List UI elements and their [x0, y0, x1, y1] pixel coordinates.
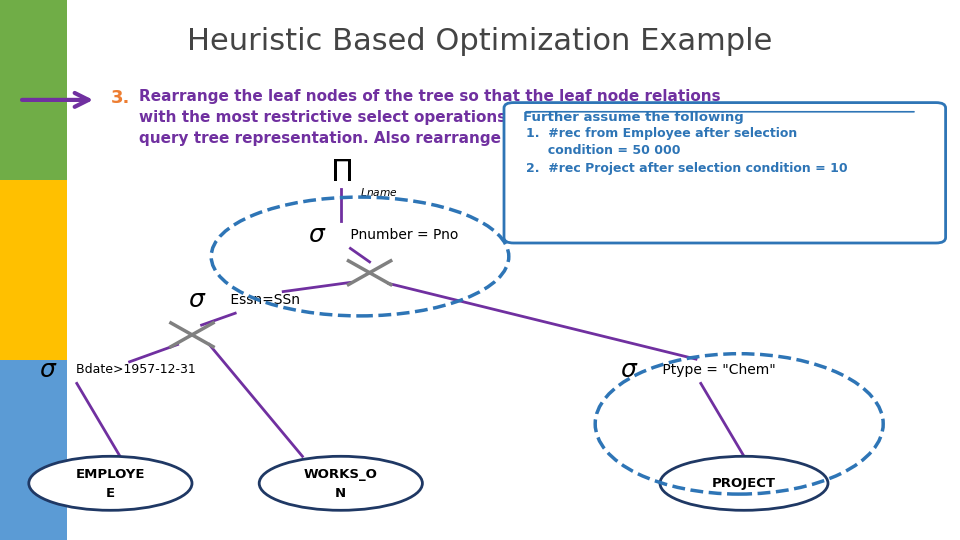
Text: 2.  #rec Project after selection condition = 10: 2. #rec Project after selection conditio…: [526, 162, 848, 175]
Text: PROJECT: PROJECT: [712, 477, 776, 490]
FancyBboxPatch shape: [0, 0, 67, 180]
Text: Ptype = "Chem": Ptype = "Chem": [658, 363, 776, 377]
FancyBboxPatch shape: [0, 360, 67, 540]
Text: Bdate>1957-12-31: Bdate>1957-12-31: [72, 363, 196, 376]
Text: E: E: [106, 487, 115, 500]
Text: $\sigma$: $\sigma$: [188, 288, 206, 312]
Text: EMPLOYE: EMPLOYE: [76, 468, 145, 481]
Text: $\sigma$: $\sigma$: [308, 223, 326, 247]
Ellipse shape: [29, 456, 192, 510]
Text: Essn=SSn: Essn=SSn: [226, 293, 300, 307]
Text: 3.: 3.: [110, 89, 130, 107]
Text: Heuristic Based Optimization Example: Heuristic Based Optimization Example: [187, 27, 773, 56]
Text: 1.  #rec from Employee after selection
     condition = 50 000: 1. #rec from Employee after selection co…: [526, 127, 798, 157]
Text: WORKS_O: WORKS_O: [304, 468, 377, 481]
Text: $\sigma$: $\sigma$: [620, 358, 638, 382]
Text: $\Pi$: $\Pi$: [330, 158, 351, 187]
Ellipse shape: [259, 456, 422, 510]
FancyBboxPatch shape: [504, 103, 946, 243]
Text: Pnumber = Pno: Pnumber = Pno: [346, 228, 458, 242]
Ellipse shape: [660, 456, 828, 510]
Text: Rearrange the leaf nodes of the tree so that the leaf node relations
with the mo: Rearrange the leaf nodes of the tree so …: [139, 89, 769, 146]
Text: $_{Lname}$: $_{Lname}$: [360, 184, 397, 199]
FancyBboxPatch shape: [0, 180, 67, 360]
Text: $\sigma$: $\sigma$: [39, 358, 58, 382]
Text: Further assume the following: Further assume the following: [523, 111, 744, 124]
Text: N: N: [335, 487, 347, 500]
